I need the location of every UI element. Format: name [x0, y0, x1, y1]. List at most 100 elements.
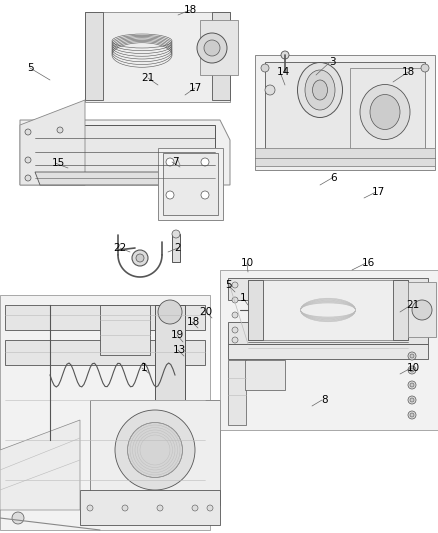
Text: 1: 1: [141, 363, 147, 373]
Text: 18: 18: [401, 67, 415, 77]
Bar: [90, 400, 220, 505]
Circle shape: [261, 64, 269, 72]
Bar: [158, 148, 223, 220]
Circle shape: [232, 282, 238, 288]
Text: 18: 18: [184, 5, 197, 15]
Bar: [80, 490, 220, 525]
Polygon shape: [220, 270, 438, 430]
Text: 1: 1: [240, 293, 246, 303]
Bar: [245, 360, 285, 390]
Bar: [35, 125, 215, 180]
Text: 13: 13: [173, 345, 186, 355]
Circle shape: [408, 366, 416, 374]
Circle shape: [207, 505, 213, 511]
Circle shape: [232, 297, 238, 303]
Text: 18: 18: [187, 317, 200, 327]
Bar: [228, 360, 246, 425]
Circle shape: [197, 33, 227, 63]
Circle shape: [172, 230, 180, 238]
Ellipse shape: [370, 94, 400, 130]
Bar: [200, 20, 238, 75]
Circle shape: [408, 411, 416, 419]
Circle shape: [410, 413, 414, 417]
Circle shape: [265, 85, 275, 95]
Polygon shape: [20, 120, 230, 185]
Polygon shape: [35, 172, 215, 185]
Circle shape: [421, 64, 429, 72]
Circle shape: [410, 398, 414, 402]
Bar: [5, 305, 205, 330]
Ellipse shape: [127, 423, 183, 478]
Text: 21: 21: [141, 73, 155, 83]
Text: 14: 14: [276, 67, 290, 77]
Circle shape: [25, 175, 31, 181]
Circle shape: [408, 381, 416, 389]
Bar: [255, 55, 435, 170]
Circle shape: [201, 191, 209, 199]
Ellipse shape: [312, 80, 328, 100]
Polygon shape: [0, 295, 210, 530]
Text: 2: 2: [175, 243, 181, 253]
Circle shape: [410, 383, 414, 387]
Polygon shape: [0, 420, 80, 510]
Bar: [228, 278, 428, 300]
Circle shape: [408, 352, 416, 360]
Circle shape: [421, 151, 429, 159]
Circle shape: [410, 368, 414, 372]
Circle shape: [408, 396, 416, 404]
Circle shape: [136, 254, 144, 262]
Text: 6: 6: [331, 173, 337, 183]
Bar: [100, 305, 150, 355]
Bar: [155, 305, 185, 420]
Circle shape: [87, 505, 93, 511]
Circle shape: [232, 327, 238, 333]
Circle shape: [57, 127, 63, 133]
Circle shape: [192, 505, 198, 511]
Circle shape: [232, 337, 238, 343]
Circle shape: [201, 158, 209, 166]
Bar: [5, 340, 205, 365]
Text: 20: 20: [199, 307, 212, 317]
Bar: [163, 153, 218, 215]
Bar: [248, 280, 263, 340]
Circle shape: [166, 158, 174, 166]
Bar: [228, 344, 428, 359]
Circle shape: [158, 300, 182, 324]
Text: 3: 3: [328, 57, 336, 67]
Circle shape: [166, 191, 174, 199]
Ellipse shape: [297, 62, 343, 117]
Bar: [85, 12, 103, 100]
Ellipse shape: [115, 410, 195, 490]
Circle shape: [261, 151, 269, 159]
Bar: [350, 68, 425, 158]
Circle shape: [25, 157, 31, 163]
Text: 5: 5: [225, 280, 231, 290]
Bar: [255, 148, 435, 166]
Bar: [248, 280, 408, 340]
Text: 17: 17: [371, 187, 385, 197]
Ellipse shape: [360, 85, 410, 140]
Bar: [212, 12, 230, 100]
Text: 19: 19: [170, 330, 184, 340]
Polygon shape: [20, 100, 85, 185]
Text: 7: 7: [172, 157, 178, 167]
Bar: [265, 62, 425, 162]
Circle shape: [232, 312, 238, 318]
Circle shape: [204, 40, 220, 56]
Circle shape: [25, 129, 31, 135]
Text: 10: 10: [240, 258, 254, 268]
Text: 8: 8: [321, 395, 328, 405]
Circle shape: [412, 300, 432, 320]
Circle shape: [157, 505, 163, 511]
Circle shape: [12, 512, 24, 524]
Bar: [393, 280, 408, 340]
Text: 10: 10: [406, 363, 420, 373]
Text: 17: 17: [188, 83, 201, 93]
Circle shape: [132, 250, 148, 266]
Bar: [408, 282, 436, 337]
Text: 15: 15: [51, 158, 65, 168]
Bar: [85, 12, 230, 102]
Text: 22: 22: [113, 243, 127, 253]
Text: 16: 16: [361, 258, 374, 268]
Circle shape: [57, 175, 63, 181]
